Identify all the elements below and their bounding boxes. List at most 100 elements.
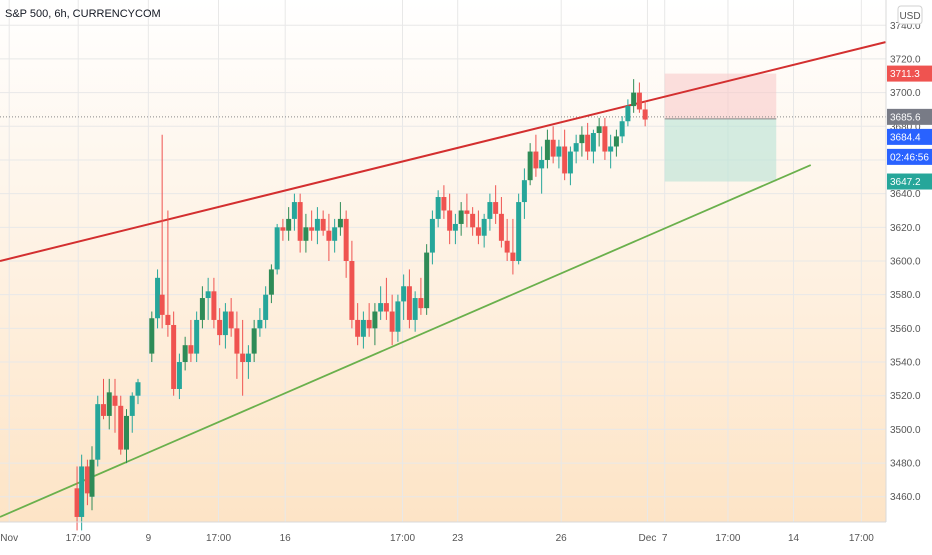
- candle-body: [619, 121, 625, 137]
- candle-body: [314, 218, 320, 231]
- trendline-resistance: [0, 41, 886, 262]
- countdown-label-bg: [887, 148, 932, 165]
- candle-body: [383, 303, 389, 312]
- candle-body: [429, 218, 435, 253]
- position-box: [0, 73, 886, 182]
- candle-body: [590, 133, 596, 152]
- price-label-entry: 3684.4: [890, 132, 921, 143]
- y-tick-label: 3540.0: [890, 358, 921, 369]
- candle-body: [642, 109, 648, 120]
- candle-body: [165, 314, 171, 325]
- price-axis-background: [886, 0, 932, 550]
- candle-body: [389, 311, 395, 332]
- candle-body: [309, 227, 315, 231]
- candle-body: [171, 324, 177, 389]
- candle-body: [263, 294, 269, 320]
- x-tick-label: 7: [662, 533, 668, 544]
- candle-body: [636, 92, 642, 110]
- candle-body: [228, 311, 234, 329]
- candle-body: [118, 405, 124, 450]
- candle-body: [95, 404, 101, 460]
- candle-body: [360, 319, 366, 337]
- candle-body: [297, 202, 303, 241]
- grid: [0, 0, 886, 522]
- candle-body: [441, 197, 447, 211]
- x-tick-label: 17:00: [66, 533, 91, 544]
- x-tick-label: Dec: [639, 533, 657, 544]
- candle-body: [504, 240, 510, 253]
- x-tick-label: Nov: [0, 533, 18, 544]
- candle-body: [182, 345, 188, 363]
- candle-body: [326, 230, 332, 241]
- y-tick-label: 3740.0: [890, 21, 921, 32]
- candle-body: [579, 134, 585, 144]
- candle-body: [211, 291, 217, 320]
- candle-body: [464, 210, 470, 214]
- candle-body: [280, 227, 286, 231]
- candle-body: [498, 213, 504, 241]
- x-tick-label: 26: [556, 533, 568, 544]
- candle-body: [447, 210, 453, 231]
- candle-body: [159, 294, 165, 315]
- candle-body: [533, 151, 539, 169]
- price-label-top-bg: [887, 65, 932, 82]
- candle-body: [521, 180, 527, 203]
- candle-body: [366, 319, 372, 329]
- y-tick-label: 3560.0: [890, 324, 921, 335]
- candle-body: [149, 318, 155, 354]
- candle-body: [470, 213, 476, 228]
- candle-body: [596, 126, 602, 134]
- candle-body: [101, 404, 106, 416]
- candle-body: [188, 345, 194, 354]
- candle-body: [401, 286, 407, 302]
- candle-body: [608, 146, 614, 152]
- candle-body: [372, 311, 378, 329]
- x-tick-label: 17:00: [206, 533, 231, 544]
- symbol-label: S&P 500, 6h, CURRENCYCOM: [5, 8, 161, 20]
- candle-body: [567, 151, 573, 174]
- candles: [74, 79, 648, 531]
- y-tick-label: 3600.0: [890, 257, 921, 268]
- x-tick-label: 17:00: [715, 533, 740, 544]
- candle-body: [544, 139, 550, 160]
- candle-body: [129, 395, 135, 416]
- countdown-label: 02:46:56: [890, 152, 929, 163]
- candle-body: [222, 311, 228, 336]
- candle-body: [286, 218, 292, 231]
- candle-body: [268, 269, 274, 295]
- candle-body: [487, 202, 493, 219]
- y-tick-label: 3620.0: [890, 223, 921, 234]
- candle-body: [124, 415, 129, 450]
- price-axis: 3740.03720.03700.03680.03660.03640.03620…: [890, 21, 921, 503]
- candle-body: [573, 143, 579, 152]
- candle-body: [562, 146, 568, 174]
- candle-body: [493, 202, 499, 214]
- candle-body: [412, 298, 418, 320]
- candle-body: [349, 261, 355, 320]
- price-label-last: 3685.6: [890, 112, 921, 123]
- candle-body: [257, 319, 263, 329]
- candle-body: [217, 319, 223, 336]
- candle-body: [452, 223, 458, 231]
- candle-body: [79, 466, 85, 517]
- candle-body: [625, 106, 631, 122]
- stop-zone: [664, 73, 777, 119]
- y-tick-label: 3700.0: [890, 88, 921, 99]
- candle-body: [332, 227, 338, 241]
- candle-body: [435, 197, 441, 219]
- x-tick-label: 17:00: [849, 533, 874, 544]
- candle-body: [245, 353, 251, 363]
- candle-body: [343, 218, 349, 261]
- x-tick-label: 14: [788, 533, 800, 544]
- target-zone: [664, 118, 777, 182]
- candle-body: [291, 202, 297, 219]
- candle-body: [337, 218, 343, 228]
- currency-badge[interactable]: [897, 5, 923, 25]
- price-label-top: 3711.3: [890, 69, 920, 80]
- price-label-bottom-bg: [887, 173, 932, 190]
- candle-body: [74, 488, 80, 517]
- candle-body: [274, 227, 280, 270]
- x-tick-label: 17:00: [390, 533, 415, 544]
